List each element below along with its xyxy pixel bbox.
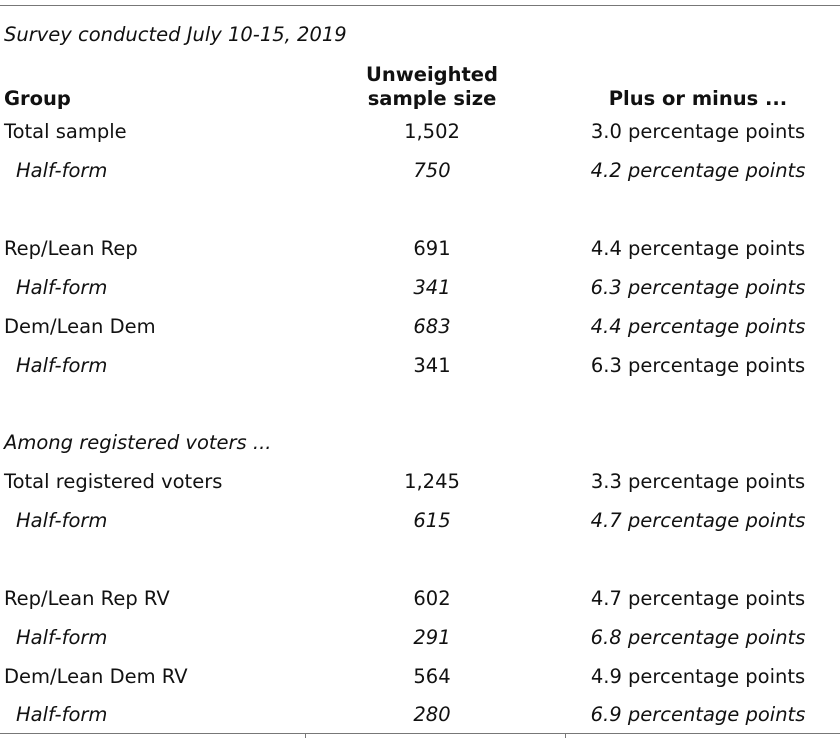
row-label: Half-form bbox=[16, 354, 108, 377]
sample-size: 291 bbox=[413, 626, 451, 649]
row-label: Total registered voters bbox=[4, 470, 223, 493]
bottom-rule bbox=[0, 733, 840, 734]
margin-of-error: 3.0 percentage points bbox=[590, 120, 806, 143]
margin-of-error: 6.3 percentage points bbox=[590, 354, 806, 377]
sample-size: 691 bbox=[413, 237, 451, 260]
margin-of-error: 6.8 percentage points bbox=[590, 626, 806, 649]
row-label: Dem/Lean Dem bbox=[4, 315, 156, 338]
row-label: Half-form bbox=[16, 159, 108, 182]
row-label: Half-form bbox=[16, 276, 108, 299]
row-label: Half-form bbox=[16, 509, 108, 532]
margin-of-error: 6.3 percentage points bbox=[590, 276, 806, 299]
sample-size: 564 bbox=[413, 665, 451, 688]
header-margin: Plus or minus ... bbox=[608, 87, 788, 110]
row-label: Half-form bbox=[16, 703, 108, 726]
row-label: Total sample bbox=[4, 120, 127, 143]
top-rule bbox=[0, 5, 840, 6]
column-tick bbox=[565, 733, 566, 738]
header-group: Group bbox=[4, 87, 71, 110]
sample-size: 683 bbox=[413, 315, 451, 338]
row-label: Dem/Lean Dem RV bbox=[4, 665, 188, 688]
sample-size: 1,502 bbox=[404, 120, 460, 143]
margin-of-error: 4.4 percentage points bbox=[590, 237, 806, 260]
margin-of-error: 4.7 percentage points bbox=[590, 509, 806, 532]
margin-of-error: 6.9 percentage points bbox=[590, 703, 806, 726]
caption: Survey conducted July 10-15, 2019 bbox=[4, 23, 347, 46]
sample-size: 1,245 bbox=[404, 470, 460, 493]
sample-size: 280 bbox=[413, 703, 451, 726]
sample-size: 615 bbox=[413, 509, 451, 532]
column-tick bbox=[305, 733, 306, 738]
sample-size: 602 bbox=[413, 587, 451, 610]
margin-of-error: 4.2 percentage points bbox=[590, 159, 806, 182]
section-note: Among registered voters ... bbox=[4, 431, 272, 454]
row-label: Rep/Lean Rep RV bbox=[4, 587, 170, 610]
header-sample: sample size bbox=[367, 87, 497, 110]
sample-size: 341 bbox=[413, 276, 451, 299]
margin-of-error: 4.7 percentage points bbox=[590, 587, 806, 610]
sample-size: 341 bbox=[413, 354, 451, 377]
row-label: Rep/Lean Rep bbox=[4, 237, 138, 260]
margin-of-error: 4.4 percentage points bbox=[590, 315, 806, 338]
margin-of-error: 4.9 percentage points bbox=[590, 665, 806, 688]
margin-of-error: 3.3 percentage points bbox=[590, 470, 806, 493]
header-sample: Unweighted bbox=[366, 63, 498, 86]
row-label: Half-form bbox=[16, 626, 108, 649]
sample-size: 750 bbox=[413, 159, 451, 182]
